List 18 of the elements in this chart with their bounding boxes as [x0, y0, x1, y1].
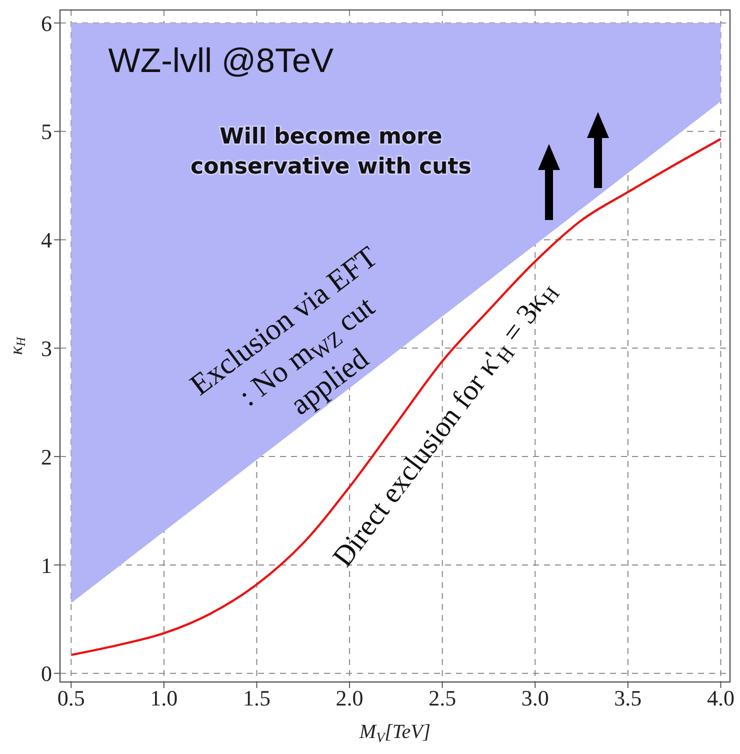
y-tick-label: 2: [41, 444, 52, 470]
y-tick-label: 6: [41, 10, 52, 36]
x-tick-label: 1.5: [242, 686, 270, 711]
x-tick-label: 1.0: [150, 686, 178, 711]
x-tick-label: 3.5: [614, 686, 642, 711]
y-tick-label: 5: [41, 119, 52, 144]
y-tick-label: 4: [41, 228, 52, 253]
x-tick-label: 2.0: [336, 686, 364, 711]
x-tick-label: 0.5: [57, 686, 85, 711]
y-tick-label: 0: [41, 661, 52, 686]
text: WZ-lvll @8TeV: [108, 42, 334, 80]
x-axis-title: M$_{V}$[TeV]: [358, 721, 431, 746]
x-tick-label: 2.5: [428, 686, 456, 711]
x-tick-label: 4.0: [706, 686, 734, 711]
y-tick-label: 3: [41, 336, 52, 361]
annotation: Will become more conservative with cuts: [190, 124, 472, 180]
y-tick-label: 1: [41, 552, 52, 578]
x-tick-label: 3.0: [521, 686, 549, 711]
